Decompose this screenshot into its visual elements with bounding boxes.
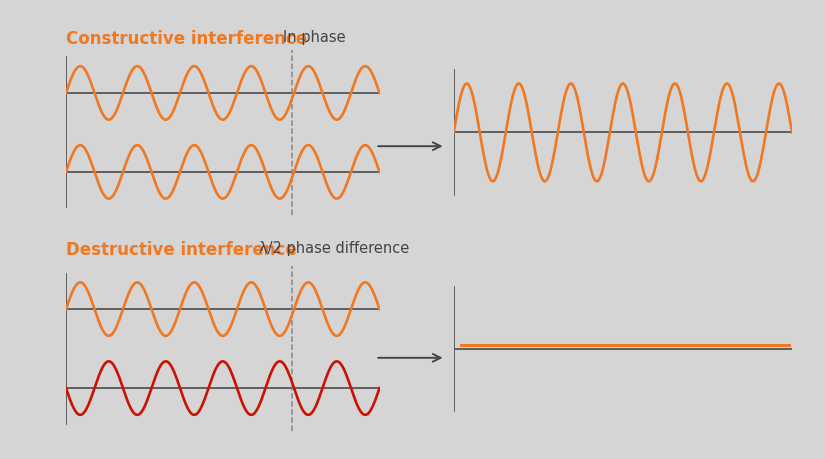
Text: In phase: In phase — [284, 30, 346, 45]
Text: Destructive interference: Destructive interference — [66, 241, 297, 259]
Text: Constructive interference: Constructive interference — [66, 30, 307, 48]
Text: λ/2 phase difference: λ/2 phase difference — [259, 241, 409, 256]
